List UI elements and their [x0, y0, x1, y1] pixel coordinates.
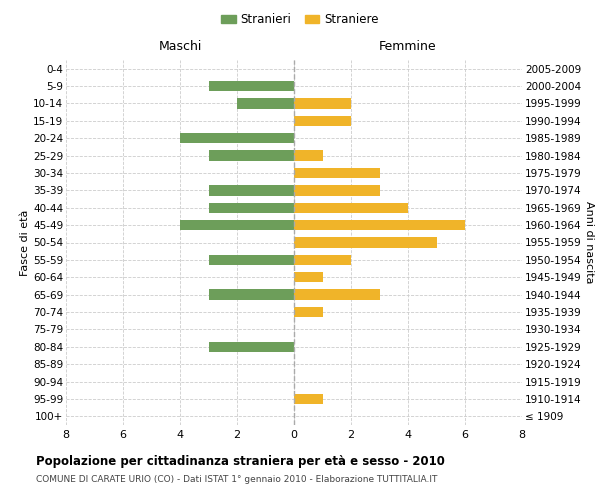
Text: Popolazione per cittadinanza straniera per età e sesso - 2010: Popolazione per cittadinanza straniera p… [36, 455, 445, 468]
Bar [209, 202, 294, 213]
Y-axis label: Anni di nascita: Anni di nascita [584, 201, 595, 284]
Text: COMUNE DI CARATE URIO (CO) - Dati ISTAT 1° gennaio 2010 - Elaborazione TUTTITALI: COMUNE DI CARATE URIO (CO) - Dati ISTAT … [36, 475, 437, 484]
Bar [209, 290, 294, 300]
Bar [294, 150, 323, 161]
Bar [294, 307, 323, 317]
Bar [294, 202, 408, 213]
Bar [209, 342, 294, 352]
Bar [180, 220, 294, 230]
Bar [209, 185, 294, 196]
Bar [294, 272, 323, 282]
Bar [294, 98, 351, 108]
Bar [294, 116, 351, 126]
Bar [294, 394, 323, 404]
Legend: Stranieri, Straniere: Stranieri, Straniere [217, 8, 383, 31]
Bar [294, 290, 380, 300]
Bar [209, 254, 294, 265]
Bar [209, 81, 294, 92]
Bar [294, 220, 465, 230]
Y-axis label: Fasce di età: Fasce di età [20, 210, 30, 276]
Text: Femmine: Femmine [379, 40, 437, 52]
Text: Maschi: Maschi [158, 40, 202, 52]
Bar [294, 168, 380, 178]
Bar [294, 185, 380, 196]
Bar [209, 150, 294, 161]
Bar [294, 254, 351, 265]
Bar [294, 238, 437, 248]
Bar [237, 98, 294, 108]
Bar [180, 133, 294, 143]
